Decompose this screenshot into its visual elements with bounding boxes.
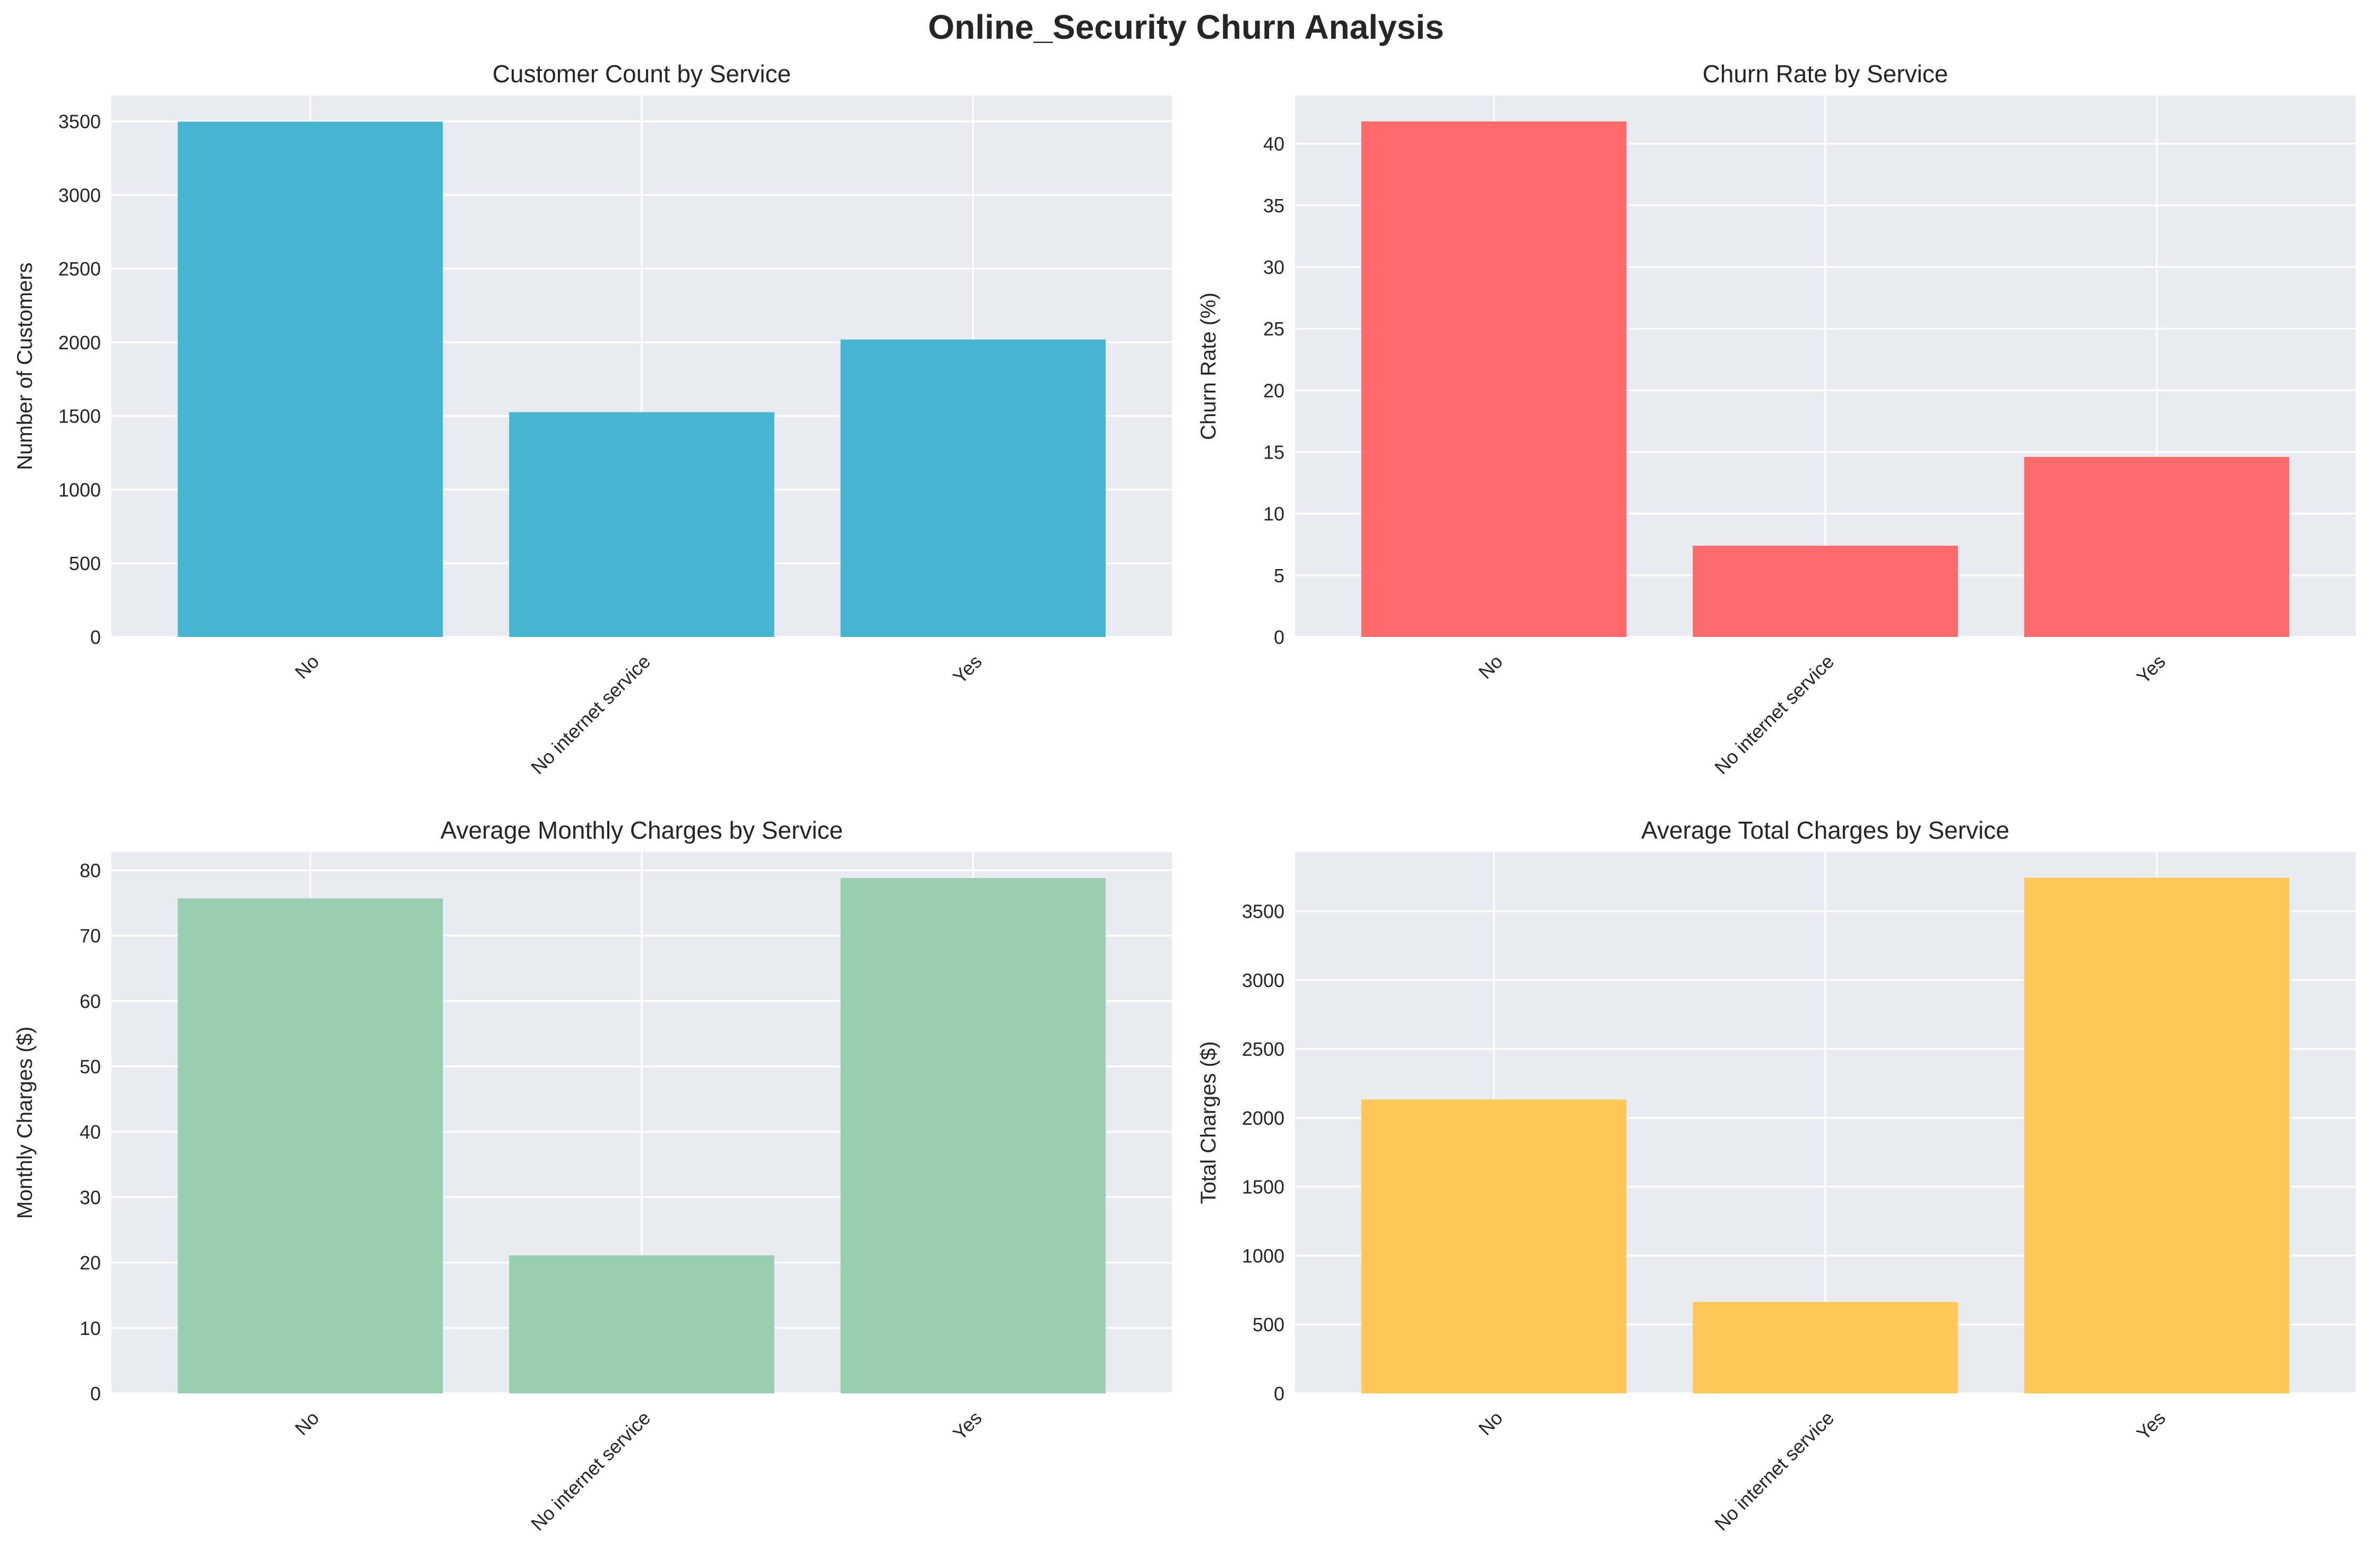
bar-no-internet-service xyxy=(1693,546,1958,637)
y-tick-label: 0 xyxy=(90,1383,101,1405)
y-tick-label: 30 xyxy=(1263,256,1284,278)
y-axis-label: Number of Customers xyxy=(13,262,37,470)
x-tick-label: No internet service xyxy=(1710,1407,1838,1535)
y-tick-label: 3000 xyxy=(58,184,101,206)
chart-plot-monthly-charges: 0 10 20 30 40 50 60 70 80 No No internet service Ye… xyxy=(13,852,1172,1535)
y-tick-label: 40 xyxy=(1263,133,1284,155)
bar-yes xyxy=(840,339,1106,637)
y-tick-label: 1000 xyxy=(1242,1245,1284,1267)
x-tick-label: No xyxy=(290,1407,323,1440)
y-tick-label: 20 xyxy=(1263,380,1284,401)
x-tick-label: No xyxy=(290,650,323,683)
bar-no xyxy=(177,122,443,637)
y-tick-label: 0 xyxy=(1274,626,1284,648)
y-tick-label: 1000 xyxy=(58,479,101,501)
chart-panel-total-charges: Average Total Charges by Service 0 500 100… xyxy=(1184,809,2367,1566)
y-tick-label: 2000 xyxy=(1242,1107,1284,1129)
y-tick-label: 0 xyxy=(1274,1383,1284,1405)
chart-panel-monthly-charges: Average Monthly Charges by Service 0 10 20… xyxy=(0,809,1184,1566)
y-tick-label: 10 xyxy=(80,1317,101,1339)
x-tick-label: Yes xyxy=(2132,1407,2170,1444)
y-axis-label: Total Charges ($) xyxy=(1197,1041,1220,1204)
y-tick-label: 15 xyxy=(1263,441,1284,463)
chart-panel-customer-count: Customer Count by Service 0 500 1000 1500 20… xyxy=(0,53,1184,809)
bar-no xyxy=(1361,1099,1627,1393)
y-tick-label: 40 xyxy=(80,1121,101,1143)
y-tick-label: 35 xyxy=(1263,195,1284,217)
y-tick-label: 1500 xyxy=(58,406,101,427)
chart-title: Average Monthly Charges by Service xyxy=(440,816,843,844)
bar-yes xyxy=(840,878,1106,1393)
y-tick-label: 50 xyxy=(80,1056,101,1078)
y-tick-label: 500 xyxy=(1253,1314,1284,1336)
bar-no xyxy=(177,898,443,1393)
x-tick-label: Yes xyxy=(2132,650,2170,688)
x-tick-label: No xyxy=(1474,1407,1507,1440)
chart-title: Customer Count by Service xyxy=(492,60,791,88)
x-tick-label: Yes xyxy=(948,650,986,688)
y-axis-label: Churn Rate (%) xyxy=(1197,292,1220,440)
y-tick-label: 3000 xyxy=(1242,969,1284,991)
x-tick-label: No internet service xyxy=(1710,650,1838,778)
bar-no-internet-service xyxy=(1693,1302,1958,1393)
y-tick-label: 80 xyxy=(80,859,101,881)
y-tick-label: 20 xyxy=(80,1252,101,1274)
x-tick-label: No xyxy=(1474,650,1507,683)
y-tick-label: 2000 xyxy=(58,332,101,354)
bar-yes xyxy=(2024,877,2290,1393)
y-tick-label: 5 xyxy=(1274,565,1284,587)
bar-no-internet-service xyxy=(509,412,774,637)
chart-plot-customer-count: 0 500 1000 1500 2000 2500 3000 3500 No No interne… xyxy=(13,96,1172,779)
bar-no xyxy=(1361,121,1627,637)
chart-plot-total-charges: 0 500 1000 1500 2000 2500 3000 3500 No No interne… xyxy=(1197,852,2356,1535)
y-tick-label: 60 xyxy=(80,990,101,1012)
chart-plot-churn-rate: 0 5 10 15 20 25 30 35 40 No No internet service Yes… xyxy=(1197,96,2356,779)
y-tick-label: 70 xyxy=(80,925,101,947)
figure-title: Online_Security Churn Analysis xyxy=(928,8,1444,46)
y-axis-label: Monthly Charges ($) xyxy=(13,1027,37,1219)
x-tick-label: Yes xyxy=(948,1407,986,1444)
y-tick-label: 500 xyxy=(69,553,101,574)
chart-title: Average Total Charges by Service xyxy=(1641,816,2009,844)
y-tick-label: 2500 xyxy=(58,258,101,280)
x-tick-label: No internet service xyxy=(527,1407,654,1535)
chart-panel-churn-rate: Churn Rate by Service 0 5 10 15 20 25 30 35 40 No… xyxy=(1184,53,2367,809)
y-tick-label: 10 xyxy=(1263,503,1284,525)
y-tick-label: 3500 xyxy=(58,111,101,133)
bar-no-internet-service xyxy=(509,1255,774,1393)
y-tick-label: 1500 xyxy=(1242,1176,1284,1198)
y-tick-label: 2500 xyxy=(1242,1038,1284,1060)
y-tick-label: 25 xyxy=(1263,318,1284,340)
chart-title: Churn Rate by Service xyxy=(1702,60,1948,88)
x-tick-label: No internet service xyxy=(527,650,654,778)
y-tick-label: 3500 xyxy=(1242,901,1284,923)
bar-yes xyxy=(2024,456,2290,637)
y-tick-label: 0 xyxy=(90,626,101,648)
y-tick-label: 30 xyxy=(80,1186,101,1208)
